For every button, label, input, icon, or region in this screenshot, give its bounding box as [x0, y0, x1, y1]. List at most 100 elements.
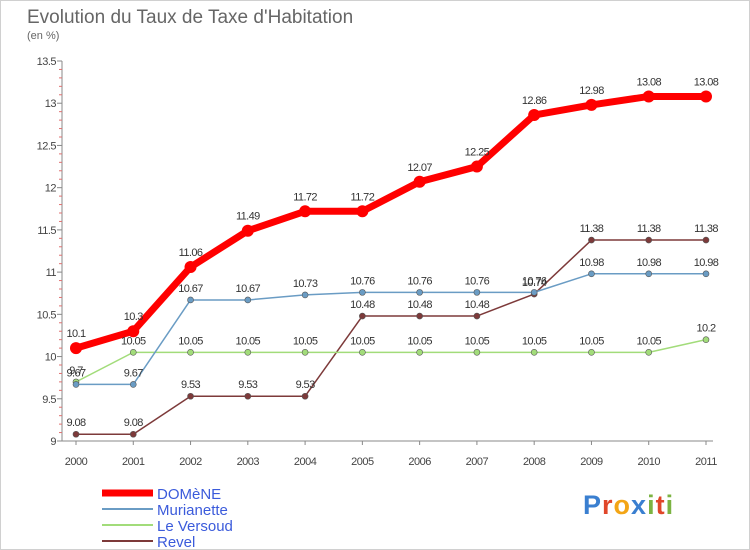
y-tick-label: 9.5 — [42, 394, 56, 406]
data-label: 10.05 — [121, 335, 146, 347]
data-label: 10.2 — [696, 323, 715, 335]
data-label: 10.05 — [465, 335, 490, 347]
data-point — [642, 90, 655, 103]
chart-subtitle: (en %) — [27, 30, 60, 42]
data-label: 10.1 — [66, 328, 85, 340]
data-label: 13.08 — [636, 76, 661, 88]
data-point — [588, 349, 595, 356]
series-line — [75, 273, 707, 386]
data-label: 10.76 — [522, 275, 547, 287]
data-label: 9.7 — [69, 365, 83, 377]
data-label: 11.49 — [236, 211, 260, 223]
data-point — [70, 342, 82, 355]
chart-title: Evolution du Taux de Taxe d'Habitation — [27, 7, 354, 28]
data-point — [244, 349, 252, 356]
y-tick-label: 10 — [45, 352, 57, 364]
x-tick-label: 2001 — [122, 456, 145, 468]
x-tick-label: 2011 — [695, 456, 717, 468]
x-tick-label: 2006 — [408, 456, 431, 468]
data-point — [129, 349, 137, 356]
data-labels: 10.1 10.3 11.06 11.49 11.72 11.72 12.07 12.25 12… — [66, 76, 719, 429]
data-label: 10.05 — [636, 335, 661, 347]
data-label: 10.05 — [579, 335, 604, 347]
data-label: 9.53 — [181, 379, 200, 391]
data-label: 12.98 — [579, 85, 604, 97]
data-point — [645, 349, 653, 356]
data-label: 10.98 — [636, 257, 661, 269]
data-point — [413, 175, 426, 188]
data-point — [241, 224, 254, 237]
data-point — [416, 289, 423, 296]
y-tick-label: 13.5 — [37, 56, 57, 68]
data-point — [359, 349, 366, 356]
y-tick-label: 13 — [45, 98, 57, 110]
data-label: 10.67 — [178, 283, 203, 295]
data-point — [588, 236, 595, 244]
legend-label: DOMèNE — [157, 486, 221, 503]
legend-label: Revel — [157, 534, 195, 549]
y-tick-label: 12.5 — [37, 140, 57, 152]
data-point — [585, 98, 598, 111]
data-label: 9.67 — [66, 367, 85, 379]
x-tick-label: 2010 — [637, 456, 660, 468]
data-label: 10.76 — [465, 275, 490, 287]
data-point — [473, 312, 481, 320]
data-label: 10.05 — [236, 335, 261, 347]
y-tick-label: 11.5 — [37, 225, 56, 237]
data-point — [700, 90, 712, 103]
data-label: 10.73 — [293, 278, 318, 290]
data-point — [702, 336, 710, 343]
data-label: 10.48 — [350, 299, 375, 311]
data-label: 12.86 — [522, 95, 547, 107]
data-point — [702, 270, 710, 278]
data-label: 11.06 — [179, 247, 203, 259]
data-label: 9.53 — [296, 379, 315, 391]
data-label: 9.67 — [124, 367, 143, 379]
data-point — [702, 236, 710, 244]
series-line — [75, 239, 707, 435]
x-tick-label: 2000 — [65, 456, 88, 468]
data-label: 10.3 — [124, 311, 143, 323]
series-line — [75, 338, 707, 383]
data-label: 10.48 — [407, 299, 432, 311]
data-label: 11.72 — [293, 191, 317, 203]
data-point — [416, 312, 423, 320]
data-point — [356, 205, 369, 218]
series-lines — [70, 90, 712, 438]
data-label: 10.48 — [465, 299, 490, 311]
data-label: 13.08 — [694, 76, 719, 88]
data-point — [244, 392, 252, 400]
data-point — [359, 289, 366, 296]
x-tick-label: 2009 — [580, 456, 603, 468]
y-tick-label: 11 — [46, 267, 57, 279]
data-label: 11.38 — [694, 223, 718, 235]
legend-label: Le Versoud — [157, 518, 233, 535]
data-point — [528, 109, 541, 122]
data-point — [301, 392, 309, 400]
data-point — [530, 289, 538, 296]
data-label: 10.05 — [350, 335, 375, 347]
data-label: 10.05 — [293, 335, 318, 347]
data-label: 11.72 — [351, 191, 375, 203]
data-point — [530, 349, 538, 356]
proxiti-logo: Proxiti — [583, 490, 675, 520]
data-point — [588, 270, 595, 278]
x-tick-label: 2007 — [466, 456, 489, 468]
data-point — [72, 381, 80, 388]
data-point — [301, 349, 309, 356]
data-point — [187, 392, 194, 400]
data-label: 11.38 — [637, 223, 661, 235]
data-label: 10.98 — [694, 257, 719, 269]
data-label: 12.25 — [465, 147, 490, 159]
y-tick-label: 9 — [50, 436, 56, 448]
data-point — [473, 289, 481, 296]
data-point — [187, 296, 194, 304]
data-point — [187, 349, 194, 356]
data-point — [416, 349, 423, 356]
data-point — [299, 205, 312, 218]
data-label: 10.05 — [178, 335, 203, 347]
data-point — [127, 325, 140, 338]
data-point — [359, 312, 366, 320]
data-point — [184, 261, 197, 274]
